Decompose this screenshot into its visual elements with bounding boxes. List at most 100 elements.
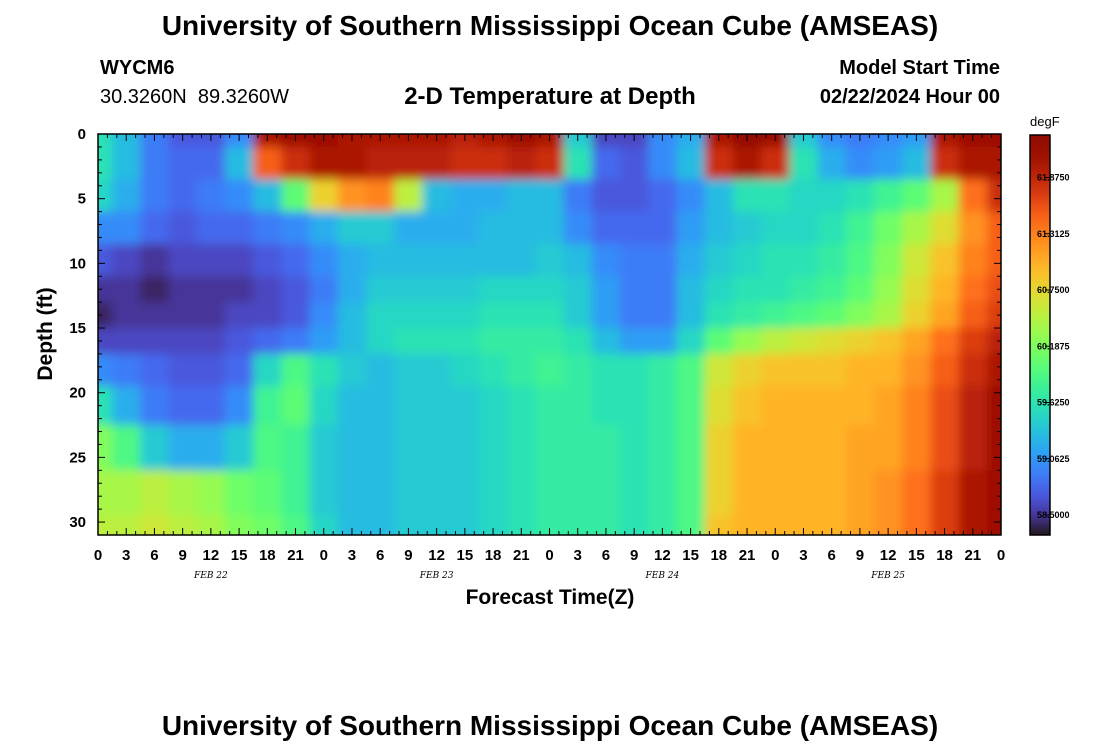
heatmap-cell [535, 328, 565, 355]
heatmap-cell [507, 328, 536, 355]
x-tick-label: 21 [513, 547, 530, 564]
heatmap-cell [140, 425, 170, 471]
heatmap-cell [422, 515, 452, 535]
heatmap-cell [648, 470, 678, 517]
heatmap-cell [168, 328, 198, 355]
heatmap-cell [591, 179, 621, 213]
heatmap-cell [140, 244, 170, 277]
heatmap-cell [902, 211, 931, 245]
heatmap-cell [112, 211, 141, 245]
heatmap-cell [479, 328, 508, 355]
heatmap-cell [563, 386, 593, 426]
y-tick-label: 25 [69, 449, 86, 466]
heatmap-cell [732, 328, 762, 355]
heatmap-cell [986, 353, 1001, 387]
heatmap-cell [676, 515, 706, 535]
heatmap-cell [648, 211, 678, 245]
heatmap-cell [450, 302, 480, 329]
heatmap-cell [789, 276, 819, 303]
heatmap-cell [225, 179, 254, 213]
heatmap-cell [591, 386, 621, 426]
heatmap-cell [196, 470, 226, 517]
heatmap-cell [704, 470, 734, 517]
heatmap-cell [422, 328, 452, 355]
heatmap-cell [676, 244, 706, 277]
heatmap-cell [535, 276, 565, 303]
heatmap-cell [732, 302, 762, 329]
heatmap-cell [761, 515, 790, 535]
heatmap-cell [930, 353, 960, 387]
heatmap-cell [196, 425, 226, 471]
heatmap-cell [874, 470, 903, 517]
heatmap-cell [450, 353, 480, 387]
heatmap-cell [958, 276, 988, 303]
heatmap-cell [676, 146, 706, 180]
heatmap-cell [845, 425, 875, 471]
heatmap-cell [986, 470, 1001, 517]
heatmap-cell [366, 302, 395, 329]
colorbar-tick-label: 59.6250 [1037, 398, 1070, 408]
heatmap-cell [98, 425, 113, 471]
heatmap-cell [225, 470, 254, 517]
heatmap-cells [98, 134, 1001, 535]
heatmap-cell [450, 179, 480, 213]
heatmap-cell [620, 425, 649, 471]
heatmap-cell [168, 276, 198, 303]
heatmap-cell [168, 179, 198, 213]
heatmap-cell [366, 328, 395, 355]
heatmap-cell [281, 179, 311, 213]
heatmap-cell [366, 515, 395, 535]
heatmap-cell [394, 425, 424, 471]
heatmap-cell [422, 302, 452, 329]
heatmap-cell [253, 470, 282, 517]
heatmap-cell [479, 302, 508, 329]
heatmap-cell [98, 353, 113, 387]
x-tick-label: 6 [602, 547, 610, 564]
heatmap-cell [902, 386, 931, 426]
heatmap-cell [309, 146, 339, 180]
day-label: FEB 24 [645, 571, 680, 581]
heatmap-cell [620, 302, 649, 329]
heatmap-cell [732, 425, 762, 471]
heatmap-cell [902, 425, 931, 471]
heatmap-cell [704, 328, 734, 355]
colorbar-tick-label: 60.1875 [1037, 341, 1070, 351]
heatmap-cell [394, 179, 424, 213]
heatmap-cell [337, 179, 367, 213]
heatmap-cell [958, 425, 988, 471]
heatmap-cell [648, 386, 678, 426]
heatmap-cell [535, 302, 565, 329]
heatmap-cell [986, 425, 1001, 471]
heatmap-cell [704, 353, 734, 387]
heatmap-cell [253, 302, 282, 329]
x-tick-label: 0 [771, 547, 779, 564]
heatmap-cell [98, 470, 113, 517]
heatmap-cell [986, 244, 1001, 277]
heatmap-cell [309, 386, 339, 426]
heatmap-cell [902, 470, 931, 517]
heatmap-cell [648, 276, 678, 303]
heatmap-cell [507, 515, 536, 535]
heatmap-cell [930, 515, 960, 535]
heatmap-cell [479, 386, 508, 426]
heatmap-cell [704, 146, 734, 180]
heatmap-cell [281, 353, 311, 387]
heatmap-cell [366, 425, 395, 471]
heatmap-cell [337, 244, 367, 277]
heatmap-cell [98, 515, 113, 535]
heatmap-cell [704, 386, 734, 426]
heatmap-cell [958, 302, 988, 329]
heatmap-cell [366, 146, 395, 180]
x-tick-label: 6 [376, 547, 384, 564]
heatmap-cell [902, 353, 931, 387]
heatmap-cell [479, 179, 508, 213]
x-tick-label: 6 [150, 547, 158, 564]
heatmap-cell [394, 515, 424, 535]
heatmap-cell [450, 328, 480, 355]
heatmap-cell [196, 386, 226, 426]
heatmap-cell [112, 179, 141, 213]
heatmap-cell [337, 302, 367, 329]
heatmap-cell [930, 146, 960, 180]
heatmap-cell [366, 179, 395, 213]
heatmap-cell [281, 146, 311, 180]
